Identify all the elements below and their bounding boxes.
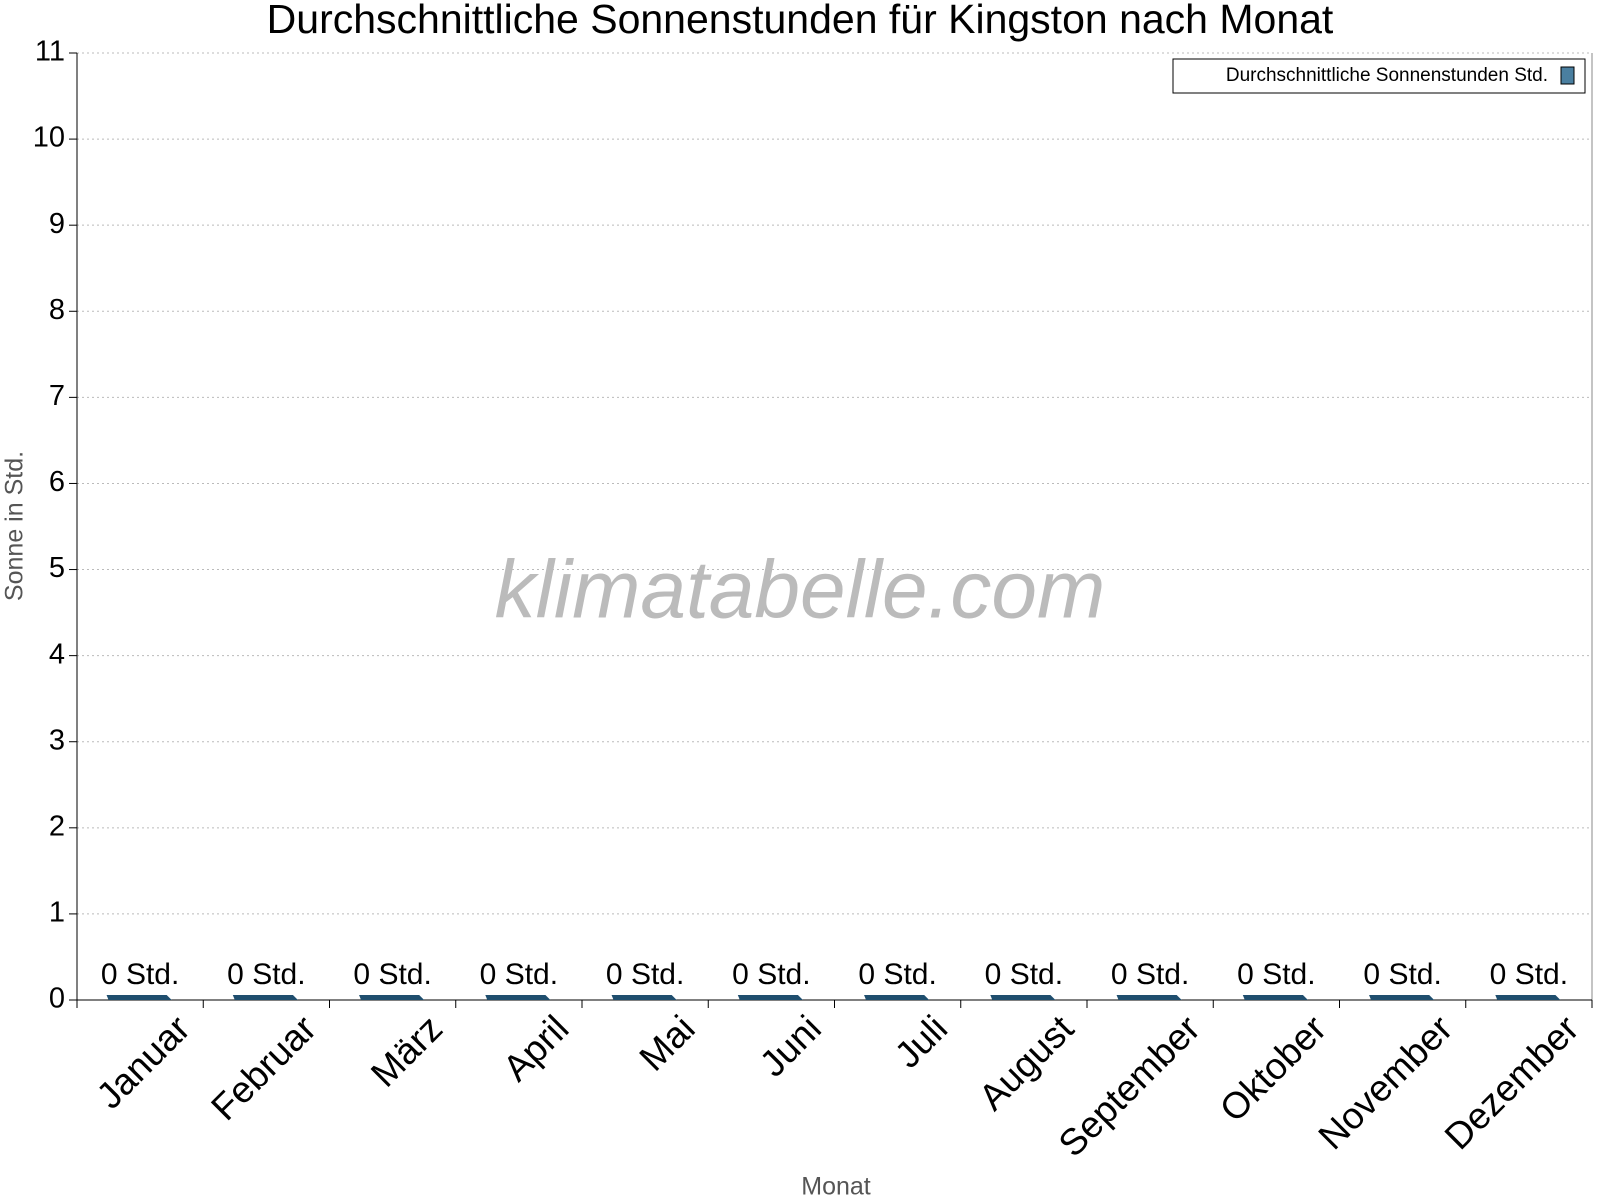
bar <box>1116 995 1182 1000</box>
value-label: 0 Std. <box>1111 958 1189 991</box>
bar <box>485 995 551 1000</box>
y-tick-label: 7 <box>49 380 65 412</box>
x-axis-label: Monat <box>801 1173 871 1200</box>
x-tick-label: Dezember <box>1437 1008 1587 1158</box>
y-tick-label: 9 <box>49 208 65 240</box>
y-tick-label: 8 <box>49 294 65 326</box>
bar <box>864 995 930 1000</box>
y-tick-label: 3 <box>49 724 65 756</box>
y-axis-label: Sonne in Std. <box>1 451 29 601</box>
value-label: 0 Std. <box>227 958 305 991</box>
x-tick-label: Oktober <box>1212 1008 1334 1130</box>
bar <box>737 995 803 1000</box>
chart-title: Durchschnittliche Sonnenstunden für King… <box>267 0 1334 42</box>
x-tick-label: Mai <box>632 1008 703 1079</box>
bar <box>1495 995 1561 1000</box>
value-label: 0 Std. <box>480 958 558 991</box>
legend-swatch <box>1560 66 1575 85</box>
y-tick-label: 1 <box>49 897 65 929</box>
y-tick-label: 10 <box>33 122 65 154</box>
y-tick-label: 6 <box>49 466 65 498</box>
y-tick-label: 4 <box>49 638 65 670</box>
y-tick-label: 0 <box>49 983 65 1015</box>
value-label: 0 Std. <box>858 958 936 991</box>
x-tick-label: Juni <box>752 1008 829 1085</box>
bar <box>232 995 298 1000</box>
x-tick-label: Juli <box>887 1008 955 1076</box>
value-label: 0 Std. <box>1363 958 1441 991</box>
x-tick-label: April <box>495 1008 576 1089</box>
y-tick-label: 2 <box>49 810 65 842</box>
x-tick-label: Januar <box>89 1008 198 1117</box>
y-tick-label: 11 <box>35 36 65 68</box>
x-tick-label: März <box>363 1008 450 1095</box>
legend-label: Durchschnittliche Sonnenstunden Std. <box>1226 65 1548 86</box>
bar <box>106 995 172 1000</box>
value-label: 0 Std. <box>606 958 684 991</box>
legend-box <box>1172 58 1586 94</box>
watermark: klimatabelle.com <box>495 545 1106 636</box>
value-label: 0 Std. <box>1237 958 1315 991</box>
x-tick-label: August <box>971 1007 1082 1118</box>
y-tick-label: 5 <box>49 552 65 584</box>
x-tick-label: Februar <box>203 1008 324 1129</box>
bar <box>990 995 1056 1000</box>
x-tick-label: November <box>1311 1008 1461 1158</box>
bar <box>611 995 677 1000</box>
bar <box>1242 995 1308 1000</box>
value-label: 0 Std. <box>1490 958 1568 991</box>
value-label: 0 Std. <box>985 958 1063 991</box>
value-label: 0 Std. <box>101 958 179 991</box>
value-label: 0 Std. <box>353 958 431 991</box>
value-label: 0 Std. <box>732 958 810 991</box>
bar <box>1369 995 1435 1000</box>
bar <box>359 995 425 1000</box>
